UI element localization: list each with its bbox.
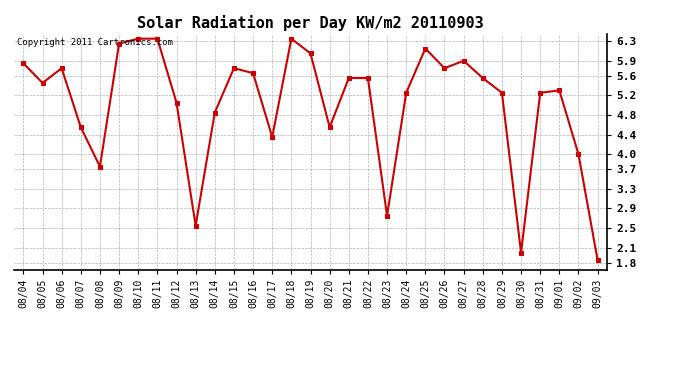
Title: Solar Radiation per Day KW/m2 20110903: Solar Radiation per Day KW/m2 20110903 — [137, 15, 484, 31]
Text: Copyright 2011 Cartronics.com: Copyright 2011 Cartronics.com — [17, 39, 172, 48]
